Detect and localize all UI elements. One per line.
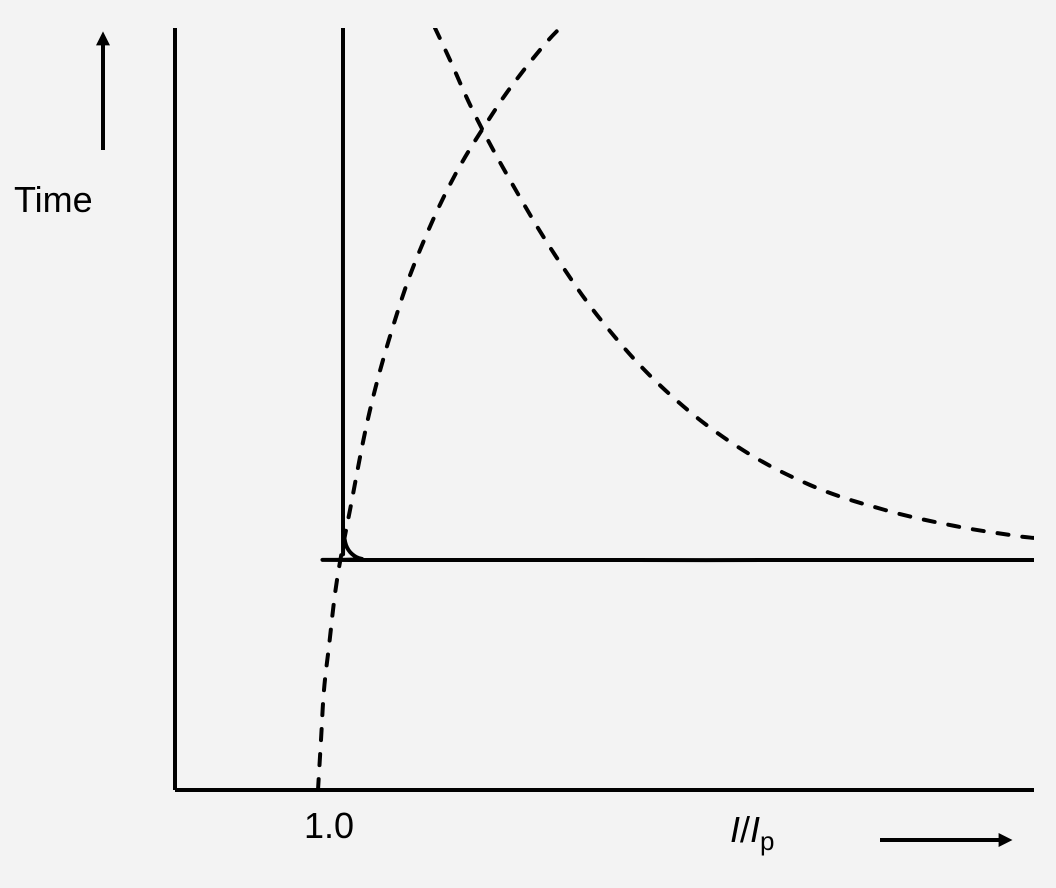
x-tick-1: 1.0 xyxy=(304,805,354,846)
time-current-characteristic-chart: Time1.0I/Ip xyxy=(0,0,1056,888)
chart-svg: Time1.0I/Ip xyxy=(0,0,1056,888)
y-axis-label: Time xyxy=(14,179,93,220)
